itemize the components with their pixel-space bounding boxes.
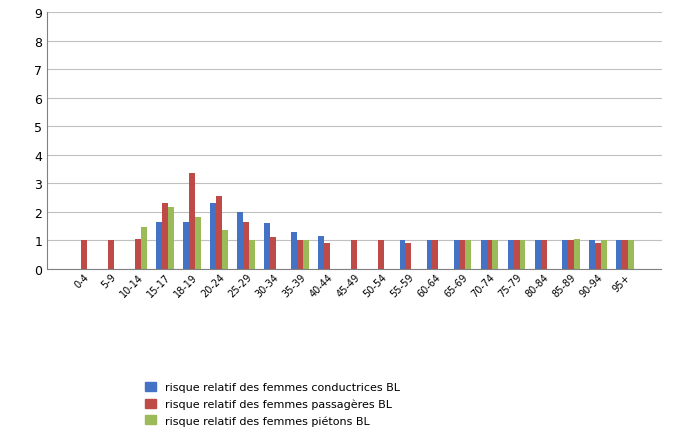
Bar	[222, 231, 228, 269]
Bar	[162, 204, 168, 269]
Bar	[562, 240, 568, 269]
Bar	[195, 218, 201, 269]
Bar	[400, 240, 406, 269]
Bar	[454, 240, 460, 269]
Bar	[135, 239, 141, 269]
Bar	[141, 227, 147, 269]
Bar	[379, 240, 384, 269]
Bar	[243, 222, 249, 269]
Bar	[595, 243, 601, 269]
Bar	[568, 240, 574, 269]
Bar	[189, 174, 195, 269]
Bar	[265, 224, 270, 269]
Bar	[249, 240, 255, 269]
Bar	[427, 240, 433, 269]
Bar	[574, 239, 580, 269]
Bar	[108, 240, 114, 269]
Bar	[628, 240, 634, 269]
Bar	[406, 243, 411, 269]
Bar	[520, 240, 525, 269]
Bar	[493, 240, 498, 269]
Legend: risque relatif des femmes conductrices BL, risque relatif des femmes passagères : risque relatif des femmes conductrices B…	[145, 382, 400, 426]
Bar	[298, 240, 303, 269]
Bar	[589, 240, 595, 269]
Bar	[466, 240, 471, 269]
Bar	[622, 240, 628, 269]
Bar	[541, 240, 547, 269]
Bar	[352, 240, 357, 269]
Bar	[433, 240, 439, 269]
Bar	[460, 240, 466, 269]
Bar	[238, 212, 243, 269]
Bar	[508, 240, 514, 269]
Bar	[325, 243, 330, 269]
Bar	[616, 240, 622, 269]
Bar	[535, 240, 541, 269]
Bar	[184, 222, 189, 269]
Bar	[487, 240, 493, 269]
Bar	[270, 238, 276, 269]
Bar	[292, 232, 298, 269]
Bar	[216, 197, 222, 269]
Bar	[168, 208, 174, 269]
Bar	[481, 240, 487, 269]
Bar	[514, 240, 520, 269]
Bar	[81, 240, 87, 269]
Bar	[601, 240, 607, 269]
Bar	[303, 240, 309, 269]
Bar	[319, 237, 325, 269]
Bar	[156, 222, 162, 269]
Bar	[211, 204, 216, 269]
